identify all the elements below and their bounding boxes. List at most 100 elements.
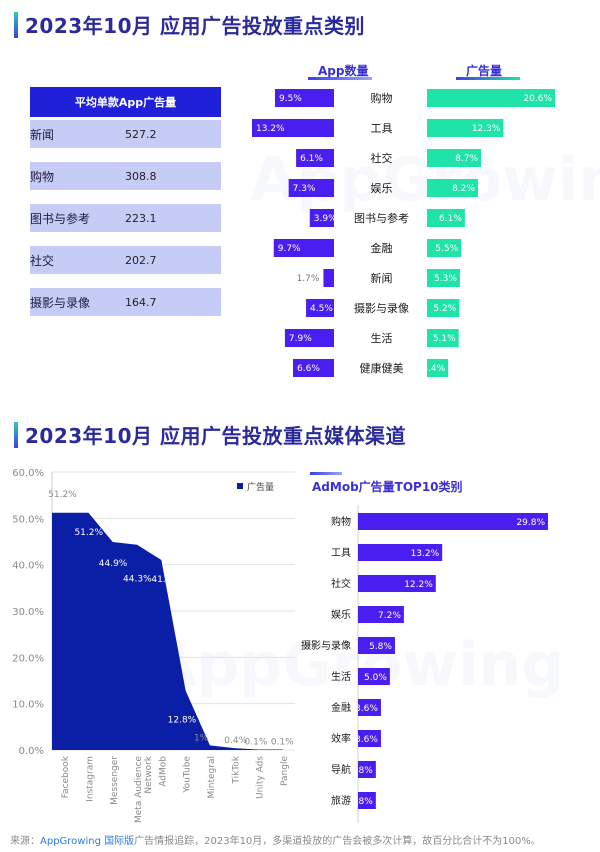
avg-table-row: 社交 202.7: [30, 246, 221, 274]
section1-title-text: 2023年10月 应用广告投放重点类别: [25, 14, 365, 38]
admob-bar: [358, 699, 381, 716]
avg-row-value: 527.2: [125, 127, 157, 141]
admob-bar-label: 2.8%: [350, 766, 373, 776]
category-label: 娱乐: [371, 181, 393, 195]
avg-row-value: 164.7: [125, 295, 157, 309]
ad-volume-bar-label: 3.4%: [422, 364, 445, 374]
ad-volume-bar-label: 6.1%: [439, 214, 462, 224]
x-tick-label: Pangle: [280, 756, 290, 786]
x-tick-label: Mintegral: [207, 756, 217, 798]
category-label: 购物: [331, 515, 351, 528]
admob-bar: [358, 792, 376, 809]
admob-bar-label: 3.6%: [355, 735, 378, 745]
legend-swatch: [237, 483, 243, 489]
admob-bar-label: 2.8%: [350, 797, 373, 807]
ad-volume-title-underline: [456, 77, 520, 80]
x-tick-label: Network: [144, 755, 154, 793]
category-label: 图书与参考: [354, 211, 409, 225]
app-count-bar-label: 4.5%: [310, 304, 333, 314]
ad-volume-panel-title: 广告量: [456, 62, 520, 80]
ad-volume-bar: [427, 149, 482, 167]
avg-row-value: 202.7: [125, 253, 157, 267]
avg-row-name: 社交: [30, 253, 55, 268]
category-label: 健康健美: [360, 361, 404, 375]
section2-title: 2023年10月 应用广告投放重点媒体渠道: [14, 420, 406, 449]
avg-row-name: 新闻: [30, 127, 55, 142]
admob-bar-label: 12.2%: [404, 580, 433, 590]
category-label: 工具: [371, 122, 393, 135]
footer-brand-link[interactable]: AppGrowing 国际版: [40, 836, 135, 847]
admob-bar: [358, 761, 376, 778]
app-count-bar: [323, 269, 334, 287]
legend-label: 广告量: [247, 481, 274, 493]
ad-volume-bar: [427, 179, 478, 197]
category-label: 旅游: [331, 794, 351, 807]
ad-volume-bar: [427, 239, 462, 257]
x-tick-label: TikTok: [231, 755, 241, 784]
app-count-bar-label: 6.1%: [300, 154, 323, 164]
y-tick-label: 30.0%: [12, 607, 44, 618]
category-label: 金融: [331, 701, 351, 714]
category-label: 新闻: [371, 271, 393, 285]
admob-bar: [358, 730, 381, 747]
admob-top10-bar-chart: 购物 29.8% 工具 13.2% 社交 12.2% 娱乐 7.2% 摄影与录像 5.8% 生活 5.…: [301, 505, 548, 823]
category-label: 效率: [331, 732, 351, 745]
butterfly-bar-chart: 9.5% 20.6% 购物 13.2% 12.3% 工具 6.1% 8.7% 社交 7.3% 8.2…: [252, 89, 555, 377]
avg-row-value: 223.1: [125, 211, 157, 225]
avg-row-value: 308.8: [125, 169, 157, 183]
area-data-label: 51.2%: [48, 490, 77, 500]
area-data-label: 1%: [194, 733, 209, 743]
ad-volume-bar: [427, 299, 460, 317]
admob-bar: [358, 668, 390, 685]
app-count-bar-label: 9.5%: [279, 94, 302, 104]
ad-volume-bar-label: 12.3%: [472, 124, 501, 134]
source-footer: 来源：AppGrowing 国际版广告情报追踪，2023年10月，多渠道投放的广…: [10, 832, 541, 847]
y-tick-label: 60.0%: [12, 468, 44, 479]
app-count-bar: [306, 299, 334, 317]
area-data-label: 51.2%: [74, 528, 103, 538]
app-count-bar: [288, 179, 334, 197]
avg-table-row: 新闻 527.2: [30, 120, 221, 148]
category-label: 社交: [331, 577, 351, 590]
admob-bar-label: 13.2%: [411, 549, 440, 559]
footer-prefix: 来源：: [10, 836, 40, 847]
avg-table-row: 图书与参考 223.1: [30, 204, 221, 232]
y-tick-label: 40.0%: [12, 561, 44, 572]
ad-volume-bar: [427, 119, 504, 137]
footer-text: 广告情报追踪，2023年10月，多渠道投放的广告会被多次计算，故百分比合计不为1…: [134, 836, 541, 847]
x-tick-label: Instagram: [85, 756, 95, 802]
title-accent-bar: [14, 421, 18, 448]
y-tick-label: 20.0%: [12, 653, 44, 664]
category-label: 摄影与录像: [301, 639, 351, 652]
admob-title-underline: [310, 472, 342, 475]
ad-volume-bar-label: 5.1%: [433, 334, 456, 344]
x-tick-label: Meta Audience: [134, 756, 144, 823]
avg-ads-per-app-table: 平均单款App广告量 新闻 527.2 购物 308.8 图书与参考 223.1 社交…: [30, 87, 221, 316]
avg-table-row: 摄影与录像 164.7: [30, 288, 221, 316]
x-tick-label: YouTube: [183, 756, 193, 794]
avg-row-name: 购物: [30, 169, 55, 184]
category-label: 娱乐: [331, 608, 351, 621]
category-label: 社交: [371, 151, 393, 165]
y-tick-label: 50.0%: [12, 514, 44, 525]
ad-volume-bar-label: 5.2%: [433, 304, 456, 314]
app-count-bar: [293, 359, 334, 377]
app-count-bar-label: 7.3%: [293, 184, 316, 194]
admob-title-text: AdMob广告量TOP10类别: [312, 480, 463, 494]
y-tick-label: 0.0%: [19, 746, 44, 757]
area-data-label: 12.8%: [168, 716, 197, 726]
app-count-bar: [284, 329, 334, 347]
admob-bar-label: 5.0%: [364, 673, 387, 683]
app-count-bar: [252, 119, 334, 137]
title-accent-bar: [14, 11, 18, 38]
ad-volume-bar-label: 8.2%: [452, 184, 475, 194]
area-data-label: 41.0%: [151, 575, 180, 585]
category-label: 导航: [331, 763, 351, 776]
admob-bar: [358, 544, 443, 561]
category-label: 摄影与录像: [354, 301, 409, 315]
app-count-title-text: App数量: [318, 64, 369, 78]
ad-volume-bar-label: 8.7%: [455, 154, 478, 164]
app-count-panel-title: App数量: [308, 62, 372, 80]
app-count-bar: [296, 149, 334, 167]
ad-volume-bar: [427, 269, 460, 287]
